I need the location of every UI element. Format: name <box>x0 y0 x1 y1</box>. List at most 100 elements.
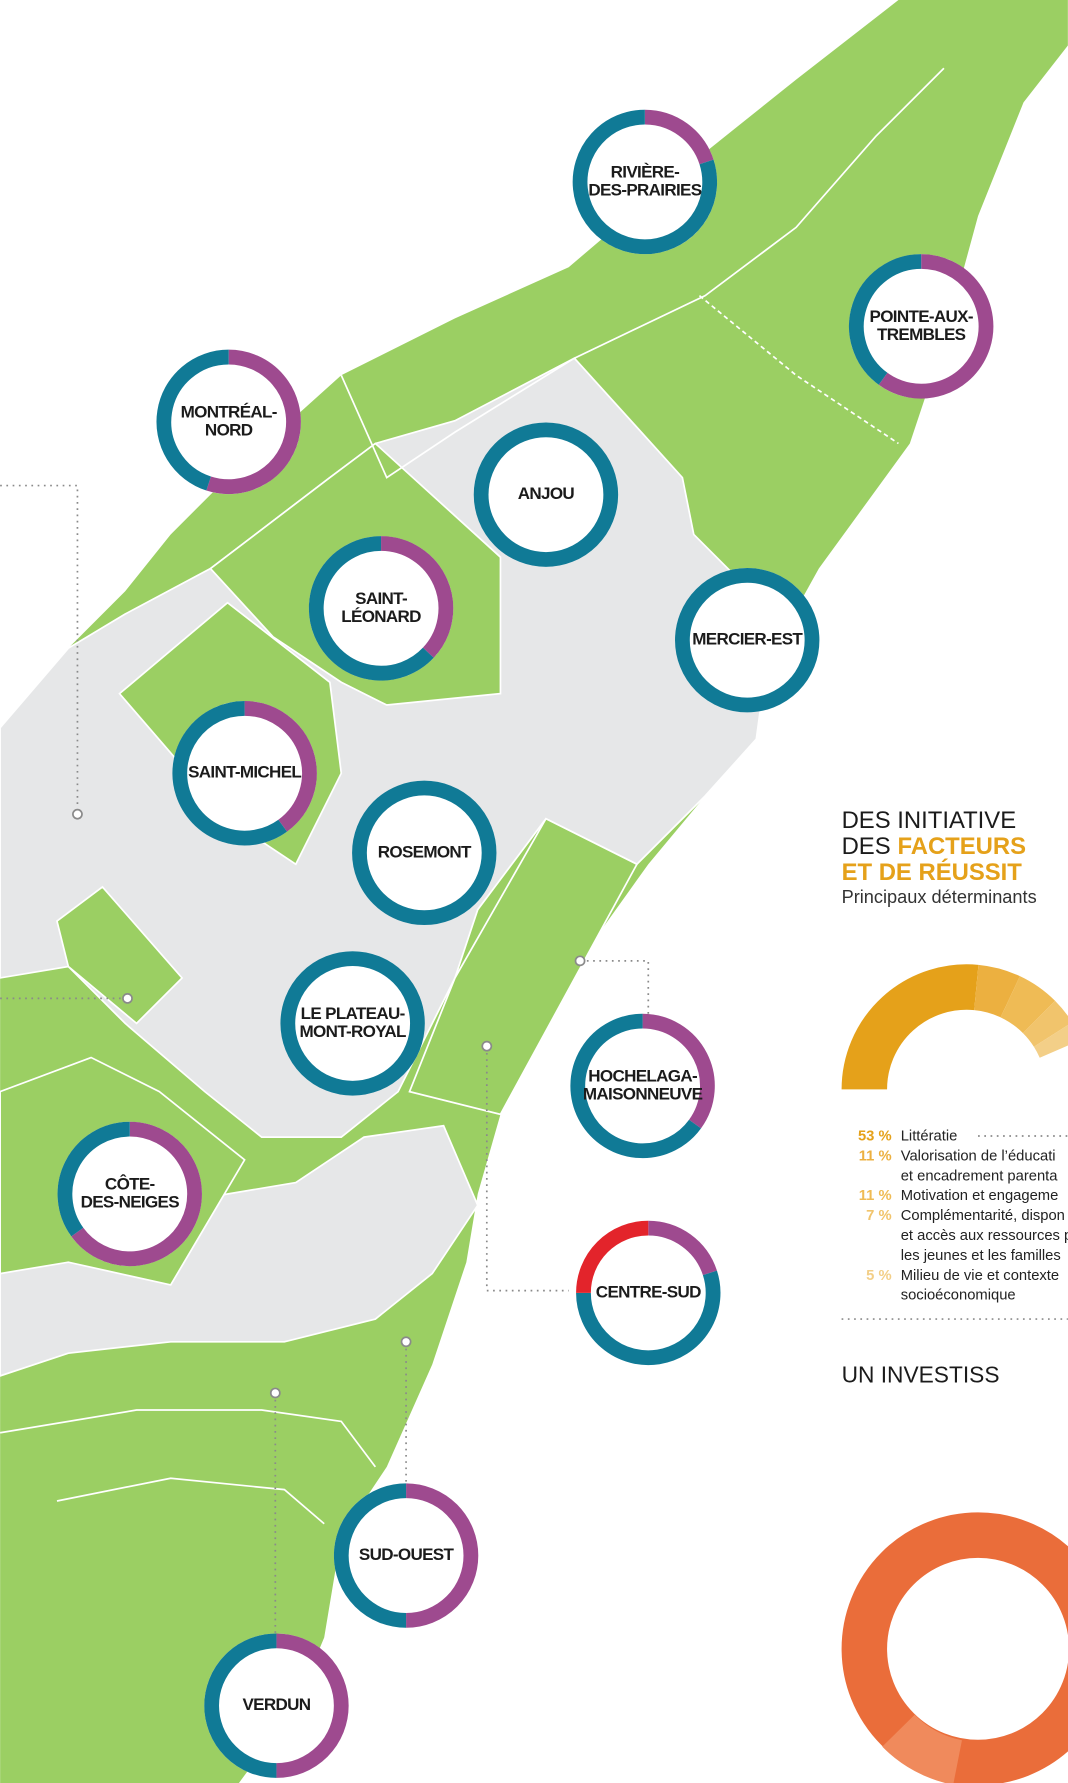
semi-segment <box>1033 1025 1068 1059</box>
leader-line <box>485 1052 569 1292</box>
district-label: MAISONNEUVE <box>583 1085 703 1104</box>
district-label: POINTE-AUX- <box>870 307 973 326</box>
district-label: TREMBLES <box>877 325 966 344</box>
leader-line <box>0 484 79 808</box>
district: SAINT-LÉONARD <box>308 536 454 681</box>
semi-segment <box>973 964 1020 1018</box>
legend-label: socioéconomique <box>901 1288 1016 1304</box>
district-label: CÔTE- <box>105 1174 155 1193</box>
donut-center <box>172 701 317 846</box>
donut-segment <box>642 1013 715 1129</box>
panel-subtitle: Principaux déterminants <box>842 887 1037 907</box>
legend-label: Littératie <box>901 1129 958 1145</box>
boundary <box>340 67 945 479</box>
district-label: ANJOU <box>518 484 575 503</box>
legend-value: 11 % <box>859 1148 892 1164</box>
legend-label: les jeunes et les familles <box>901 1248 1061 1264</box>
district: LE PLATEAU-MONT-ROYAL <box>280 951 425 1096</box>
district-label: VERDUN <box>242 1695 310 1714</box>
district: HOCHELAGA-MAISONNEUVE <box>570 1013 715 1159</box>
district-label: LÉONARD <box>341 607 421 626</box>
donut-center <box>308 536 454 681</box>
donut-segment <box>405 1483 479 1628</box>
pin <box>400 1336 412 1348</box>
district-label: SUD-OUEST <box>359 1545 455 1564</box>
donut-segment <box>57 1121 130 1237</box>
donut-center <box>675 567 820 713</box>
district: CÔTE-DES-NEIGES <box>57 1121 202 1267</box>
donut-center <box>576 1220 721 1366</box>
investment-ring <box>841 1512 1068 1783</box>
donut-segment <box>244 701 317 832</box>
district-label: CENTRE-SUD <box>596 1282 701 1301</box>
legend-label: Milieu de vie et contexte <box>901 1268 1059 1284</box>
semi-donut <box>841 964 1068 1091</box>
district-label: MONTRÉAL- <box>181 402 277 421</box>
legend-label: et encadrement parenta <box>901 1168 1059 1184</box>
pin <box>122 992 133 1004</box>
legend-label: Complémentarité, dispon <box>901 1208 1065 1224</box>
donut-center <box>333 1483 479 1628</box>
district: POINTE-AUX-TREMBLES <box>848 254 994 399</box>
donut-segment <box>380 536 454 658</box>
district: MERCIER-EST <box>675 567 820 713</box>
district-area <box>0 1124 479 1377</box>
district-label: NORD <box>205 420 253 439</box>
donut-center <box>352 780 497 926</box>
donut-segment <box>878 254 994 399</box>
semi-segment <box>841 964 979 1091</box>
district: ANJOU <box>473 422 619 567</box>
donut-segment <box>206 349 301 495</box>
panel-title: DES INITIATIVE <box>842 807 1017 834</box>
legend: 53 % Littératie 11 % Valorisation de l’éduc… <box>858 1129 1068 1304</box>
donut-segment <box>280 951 425 1096</box>
donut-center <box>57 1121 202 1267</box>
donut-segment <box>172 701 288 846</box>
district-label: DES-NEIGES <box>81 1193 180 1212</box>
green-zone <box>56 885 184 1025</box>
donut-center <box>473 422 619 567</box>
legend-label: et accès aux ressources po <box>901 1228 1068 1244</box>
title-highlight: FACTEURS <box>897 833 1026 860</box>
district: CENTRE-SUD <box>576 1220 721 1366</box>
donut-segment <box>576 1220 649 1294</box>
donut-segment <box>675 567 820 713</box>
donut-center <box>280 951 425 1096</box>
panel-heading: UN INVESTISS <box>842 1362 1000 1388</box>
legend-value: 53 % <box>858 1129 892 1145</box>
donut-segment <box>644 109 714 165</box>
legend-value: 7 % <box>866 1208 891 1224</box>
donut-segment <box>71 1121 202 1267</box>
donut-segment <box>308 536 434 681</box>
donut-segment <box>352 780 497 926</box>
district-donuts: RIVIÈRE-DES-PRAIRIES POINTE-AUX-TREMBLES M… <box>57 109 994 1778</box>
boundary <box>56 1477 325 1525</box>
leaders <box>0 484 650 1635</box>
legend-value: 11 % <box>859 1188 892 1204</box>
district: MONTRÉAL-NORD <box>156 349 301 495</box>
district-label: RIVIÈRE- <box>611 162 679 181</box>
district-label: MONT-ROYAL <box>300 1022 406 1041</box>
pin <box>481 1040 493 1052</box>
district-label: MERCIER-EST <box>692 630 803 649</box>
pin <box>72 808 83 820</box>
donut-center <box>570 1013 715 1159</box>
donut-segment <box>276 1633 349 1778</box>
donut-segment <box>473 422 619 567</box>
district-label: DES-PRAIRIES <box>588 181 701 200</box>
district-label: SAINT-MICHEL <box>188 763 301 782</box>
donut-center <box>848 254 994 399</box>
panel-title: DES FACTEURS <box>842 833 1026 860</box>
donut-segment <box>570 1013 702 1159</box>
district-label: HOCHELAGA- <box>588 1066 697 1085</box>
district: SAINT-MICHEL <box>172 701 317 846</box>
district: VERDUN <box>204 1633 349 1778</box>
legend-label: Motivation et engageme <box>901 1188 1059 1204</box>
district-label: ROSEMONT <box>378 842 472 861</box>
donut-center <box>204 1633 349 1778</box>
donut-segment <box>849 254 922 385</box>
district-label: SAINT- <box>355 589 407 608</box>
donut-segment <box>333 1483 407 1628</box>
legend-value: 5 % <box>866 1268 891 1284</box>
